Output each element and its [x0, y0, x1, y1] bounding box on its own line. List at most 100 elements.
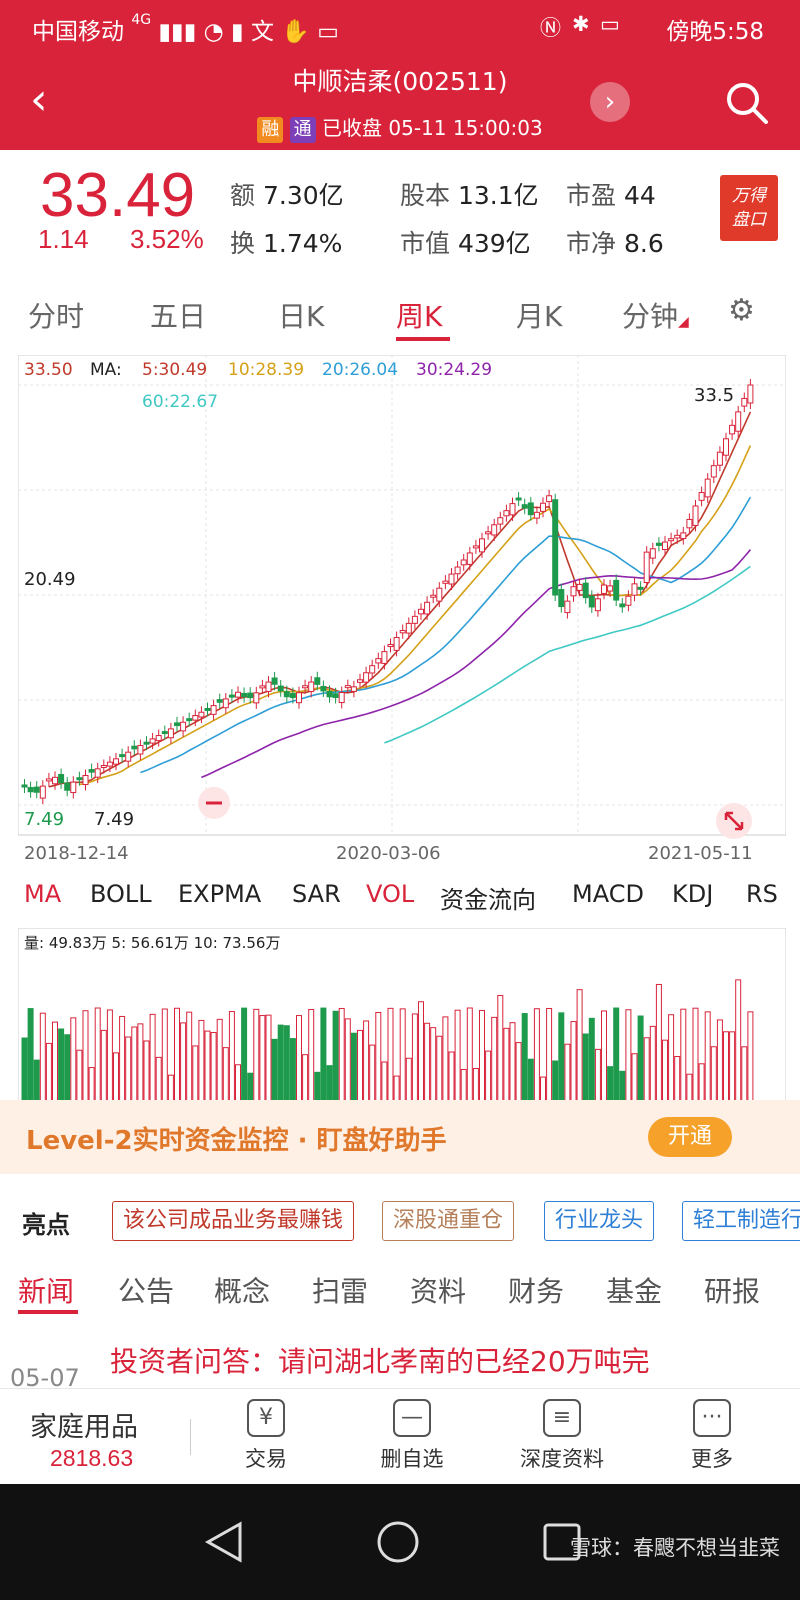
volume-chart[interactable]: 量: 49.83万 5: 56.61万 10: 73.56万 [18, 928, 786, 1118]
tab-research[interactable]: 研报 [704, 1275, 761, 1308]
candle [283, 691, 290, 698]
remove-watchlist-button[interactable]: — 删自选 [352, 1399, 472, 1473]
amount-stat: 额 7.30亿 [230, 181, 344, 210]
candle [729, 424, 736, 435]
volume-bar [570, 1021, 577, 1118]
ind-sar[interactable]: SAR [292, 880, 341, 908]
candle [411, 615, 418, 624]
nav-recents-icon[interactable] [540, 1520, 584, 1564]
candle [228, 694, 235, 698]
more-button[interactable]: ··· 更多 [652, 1399, 772, 1473]
candle [149, 738, 156, 744]
volume-bar [27, 1008, 34, 1118]
volume-bar [33, 1059, 40, 1118]
tab-five-day[interactable]: 五日 [150, 300, 207, 333]
tab-funds[interactable]: 基金 [606, 1275, 663, 1308]
candle [222, 698, 229, 709]
volume-bar [283, 1025, 290, 1118]
nav-back-icon[interactable] [200, 1520, 250, 1564]
trade-button[interactable]: ¥ 交易 [206, 1399, 326, 1473]
wind-order-book-button[interactable]: 万得 盘口 [720, 175, 778, 241]
ind-fund-flow[interactable]: 资金流向 [440, 886, 536, 914]
tab-minute[interactable]: 分钟◢ [622, 300, 689, 333]
tab-concepts[interactable]: 概念 [214, 1275, 271, 1308]
volume-bar [527, 1058, 534, 1118]
tab-monthly-k[interactable]: 月K [516, 300, 563, 333]
tab-announcements[interactable]: 公告 [118, 1275, 175, 1308]
next-stock-button[interactable]: › [590, 82, 630, 122]
volume-bar [167, 1074, 174, 1118]
volume-bar [45, 1042, 52, 1118]
tab-daily-k[interactable]: 日K [278, 300, 325, 333]
volume-bar [113, 1052, 119, 1118]
low-label-right: 7.49 [94, 809, 134, 830]
tab-weekly-k[interactable]: 周K [396, 300, 443, 333]
volume-bar [613, 1007, 620, 1118]
candle [601, 584, 607, 594]
candle [320, 685, 327, 692]
ind-rs[interactable]: RS [746, 880, 778, 908]
gear-icon[interactable]: ⚙ [728, 293, 755, 328]
candle [741, 397, 748, 407]
volume-bar [52, 1021, 58, 1118]
tab-profile[interactable]: 资料 [410, 1275, 467, 1308]
candle [576, 583, 583, 591]
system-navigation: 雪球：春颼不想当韭菜 [0, 1484, 800, 1600]
highlight-chip[interactable]: 行业龙头 [544, 1201, 655, 1241]
candle [460, 559, 467, 566]
news-tabs: 新闻 公告 概念 扫雷 资料 财务 基金 研报 [0, 1262, 800, 1318]
turnover-stat: 换 1.74% [230, 229, 343, 258]
candle [649, 548, 656, 559]
sector-name[interactable]: 家庭用品 [30, 1412, 138, 1443]
tab-news[interactable]: 新闻 [18, 1275, 75, 1308]
candle [698, 492, 705, 501]
candle [338, 692, 345, 703]
ind-macd[interactable]: MACD [572, 880, 644, 908]
volume-bar [564, 1043, 571, 1118]
candle [643, 551, 650, 584]
candle [100, 764, 107, 768]
ind-vol[interactable]: VOL [366, 880, 415, 908]
candle [692, 505, 699, 526]
highlight-chip[interactable]: 深股通重仓 [382, 1201, 515, 1241]
candle [296, 692, 302, 704]
ind-expma[interactable]: EXPMA [178, 880, 262, 908]
pb-stat: 市净 8.6 [566, 229, 664, 258]
ind-boll[interactable]: BOLL [90, 880, 152, 908]
candle [594, 598, 601, 612]
candle [454, 566, 461, 575]
volume-bar [509, 1022, 516, 1118]
candle [143, 741, 150, 745]
search-icon[interactable] [722, 78, 772, 128]
activate-button[interactable]: 开通 [648, 1117, 732, 1157]
active-tab-underline [396, 337, 450, 341]
chart-price: 33.50 [24, 360, 73, 380]
candle [424, 601, 431, 615]
highlight-chip[interactable]: 该公司成品业务最赚钱 [112, 1201, 355, 1241]
weekly-k-chart[interactable]: 33.50 MA: 5:30.49 10:28.39 20:26.04 30:2… [18, 355, 786, 875]
volume-bar [655, 983, 662, 1118]
news-item[interactable]: 05-07 投资者问答：请问湖北孝南的已经20万吨完 [0, 1330, 800, 1392]
nav-home-icon[interactable] [374, 1518, 422, 1566]
news-date: 05-07 [10, 1364, 80, 1392]
candle [674, 534, 681, 539]
volume-bar [320, 1007, 327, 1118]
ind-ma[interactable]: MA [24, 880, 62, 908]
highlights-label: 亮点 [22, 1211, 70, 1239]
candle [253, 692, 260, 704]
ma30-line [201, 549, 752, 779]
level2-promo-banner[interactable]: Level-2实时资金监控 · 盯盘好助手 开通 [0, 1100, 800, 1174]
deep-data-label: 深度资料 [520, 1447, 604, 1471]
tab-risk-scan[interactable]: 扫雷 [312, 1275, 369, 1308]
volume-bar [253, 1008, 260, 1118]
deep-data-button[interactable]: ≡ 深度资料 [502, 1399, 622, 1473]
highlight-chip[interactable]: 轻工制造行 [682, 1201, 800, 1241]
back-icon[interactable]: ‹ [30, 74, 48, 125]
tab-financials[interactable]: 财务 [508, 1275, 565, 1308]
volume-bar [94, 1007, 101, 1118]
ind-kdj[interactable]: KDJ [672, 880, 714, 908]
volume-bar [497, 994, 504, 1118]
candle [27, 787, 34, 793]
candle [106, 761, 113, 767]
tab-intraday[interactable]: 分时 [28, 300, 85, 333]
